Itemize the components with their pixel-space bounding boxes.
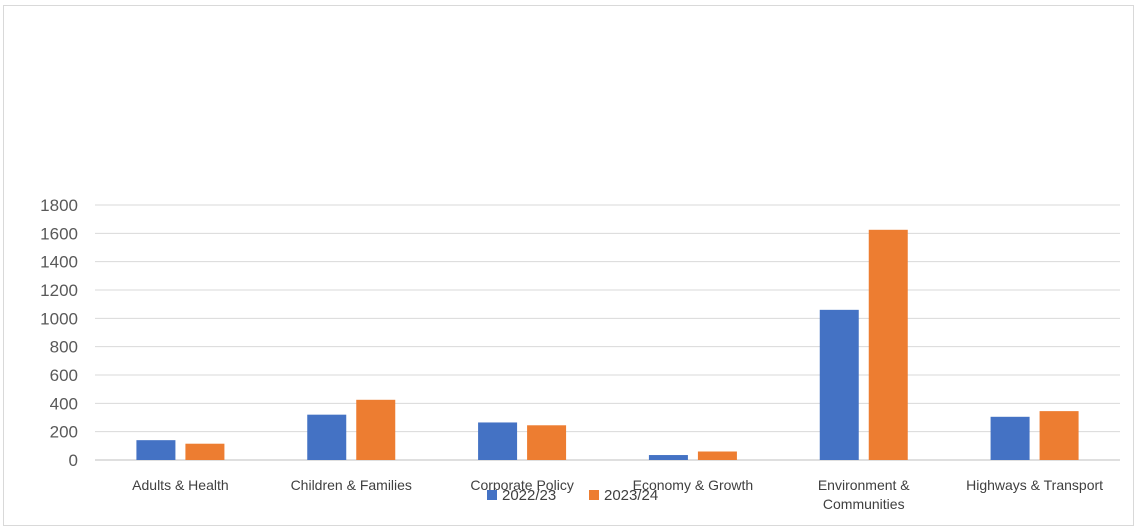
- x-tick-label-line: Children & Families: [291, 477, 412, 493]
- y-tick-label: 1000: [40, 309, 78, 328]
- x-tick-label: Adults & Health: [132, 477, 229, 493]
- x-tick-label-line: Environment &: [818, 477, 910, 493]
- x-tick-label-line: Highways & Transport: [966, 477, 1103, 493]
- legend-label: 2022/23: [502, 487, 556, 504]
- y-tick-label: 1800: [40, 196, 78, 215]
- x-tick-label-line: Communities: [823, 496, 905, 512]
- x-tick-label: Economy & Growth: [633, 477, 754, 493]
- legend-swatch-2022-23: [487, 490, 497, 500]
- chart-frame: [3, 5, 1134, 526]
- y-tick-label: 0: [69, 451, 78, 470]
- bar-2022-23: [478, 422, 518, 460]
- y-tick-label: 1600: [40, 224, 78, 243]
- legend-label: 2023/24: [604, 487, 658, 504]
- y-tick-label: 1200: [40, 281, 78, 300]
- x-tick-label: Highways & Transport: [966, 477, 1103, 493]
- y-tick-label: 1400: [40, 253, 78, 272]
- bar-2023-24: [527, 425, 567, 460]
- bar-2023-24: [185, 443, 225, 460]
- x-tick-label: Corporate Policy: [470, 477, 574, 493]
- bar-2023-24: [1039, 411, 1079, 460]
- bar-2023-24: [868, 229, 908, 460]
- x-tick-label: Children & Families: [291, 477, 412, 493]
- y-tick-label: 400: [50, 394, 78, 413]
- bar-2022-23: [648, 455, 688, 460]
- x-tick-label-line: Adults & Health: [132, 477, 229, 493]
- bar-2023-24: [697, 451, 737, 460]
- y-tick-label: 200: [50, 423, 78, 442]
- bar-2022-23: [990, 416, 1030, 460]
- legend-swatch-2023-24: [589, 490, 599, 500]
- bar-2023-24: [356, 399, 396, 460]
- bar-2022-23: [307, 414, 347, 460]
- bar-2022-23: [136, 440, 176, 460]
- bar-2022-23: [819, 309, 859, 460]
- y-tick-label: 800: [50, 338, 78, 357]
- x-tick-label: Environment & Communities: [818, 477, 910, 512]
- y-tick-label: 600: [50, 366, 78, 385]
- x-tick-label-line: Corporate Policy: [470, 477, 574, 493]
- x-tick-label-line: Economy & Growth: [633, 477, 754, 493]
